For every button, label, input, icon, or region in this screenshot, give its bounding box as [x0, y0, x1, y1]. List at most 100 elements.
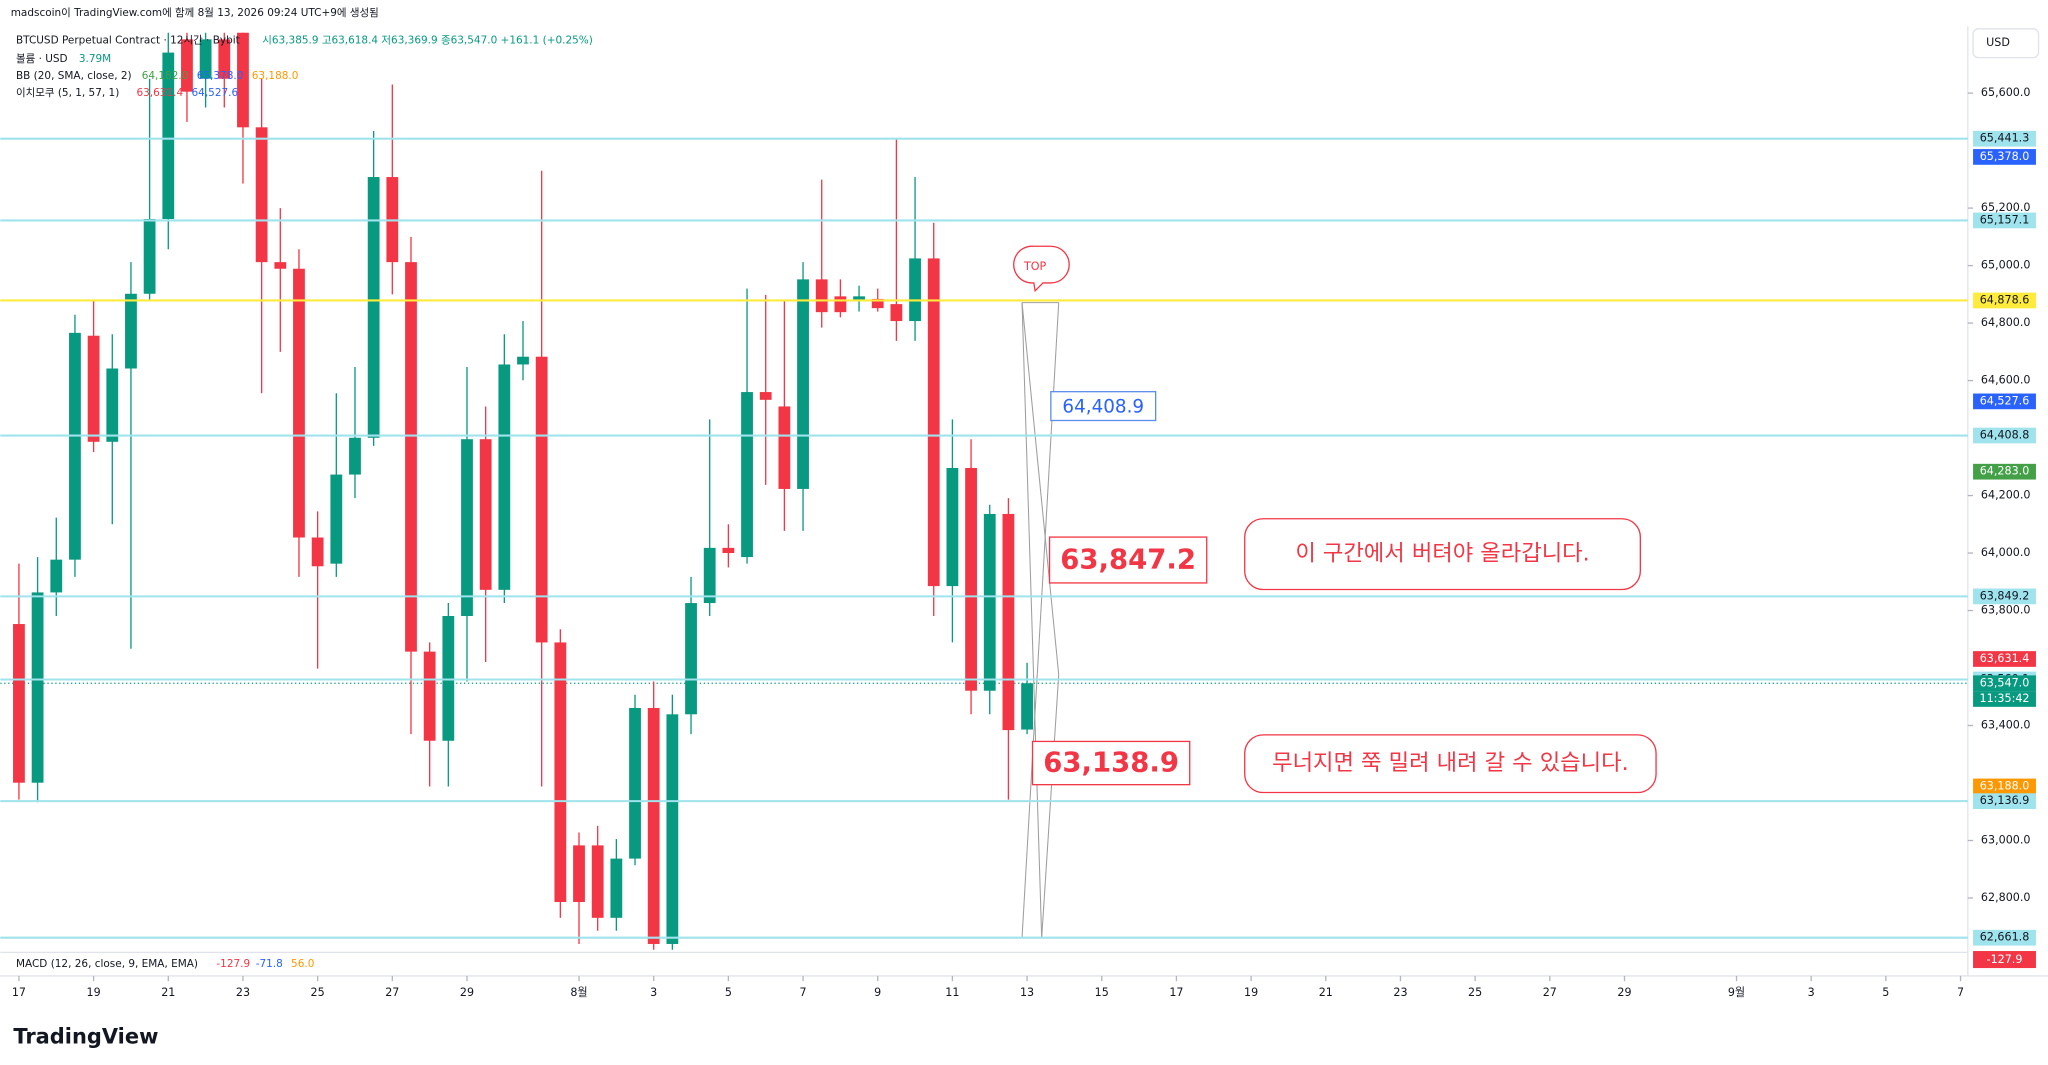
- lower-box: [1031, 740, 1191, 786]
- candle-body: [703, 547, 716, 604]
- candle-body: [498, 364, 511, 590]
- x-tick-label: 3: [1808, 986, 1815, 999]
- candle-body: [946, 467, 959, 587]
- x-tick-label: 11: [945, 986, 959, 999]
- candle-body: [31, 592, 44, 783]
- currency: USD: [1986, 36, 2010, 49]
- level-label-bg: [1973, 778, 2036, 795]
- candle-body: [535, 356, 548, 643]
- x-tick-label: 5: [725, 986, 732, 999]
- candle-body: [759, 392, 772, 400]
- candle-body: [741, 392, 753, 558]
- candle-body: [218, 39, 231, 79]
- level-label-bg: [1973, 212, 2036, 229]
- candle-body: [405, 262, 417, 652]
- bb-value: 63,188.0: [252, 70, 299, 82]
- countdown-bg: [1973, 691, 2036, 707]
- candle-body: [125, 293, 137, 369]
- x-tick-label: 5: [1882, 986, 1889, 999]
- y-tick-label: 64,600.0: [1981, 374, 2031, 387]
- candle-body: [199, 39, 212, 79]
- lower-box-text: 63,138.9: [1043, 747, 1179, 779]
- volume-value: 3.79M: [79, 53, 111, 65]
- y-tick-label: 63,800.0: [1981, 604, 2031, 617]
- candle-body: [87, 335, 100, 442]
- x-tick-label: 23: [1393, 986, 1407, 999]
- y-tick-label: 65,000.0: [1981, 259, 2031, 272]
- level-label: 63,136.9: [1980, 794, 2030, 807]
- candle-body: [517, 356, 529, 365]
- candle-body: [965, 467, 977, 691]
- blue-box: [1050, 391, 1157, 422]
- candle-body: [629, 707, 641, 859]
- y-tick-label: 64,800.0: [1981, 316, 2031, 329]
- top-text: TOP: [1023, 260, 1047, 273]
- x-tick-label: 21: [1319, 986, 1333, 999]
- upper-box: [1048, 536, 1208, 584]
- currency-button[interactable]: [1972, 28, 2040, 59]
- candle-body: [50, 559, 63, 593]
- ichimoku-value: 63,631.4: [137, 87, 184, 99]
- x-tick-label: 27: [1543, 986, 1557, 999]
- bb-value: 65,378.0: [197, 70, 244, 82]
- candle-body: [591, 845, 604, 918]
- level-label-bg: [1973, 292, 2036, 309]
- level-label-bg: [1973, 130, 2036, 147]
- volume-label: 볼륨 · USD: [16, 53, 68, 65]
- bb-label: BB (20, SMA, close, 2): [16, 70, 132, 82]
- candle-body: [274, 262, 287, 269]
- y-tick-label: 65,200.0: [1981, 201, 2031, 214]
- level-label: 65,378.0: [1980, 150, 2030, 163]
- candle-body: [890, 304, 903, 322]
- x-tick-label: 13: [1020, 986, 1034, 999]
- x-tick-label: 23: [236, 986, 250, 999]
- candle-body: [181, 39, 193, 92]
- upper-note-text: 이 구간에서 버텨야 올라갑니다.: [1295, 541, 1589, 567]
- countdown: 11:35:42: [1980, 692, 2030, 705]
- level-label: 64,527.6: [1980, 394, 2030, 407]
- macd-axis-label-bg: [1973, 951, 2036, 969]
- candle-body: [461, 439, 473, 616]
- x-tick-label: 29: [1617, 986, 1631, 999]
- x-tick-label: 21: [161, 986, 175, 999]
- lower-note: [1244, 734, 1657, 794]
- candle-body: [1021, 683, 1033, 730]
- y-tick-label: 64,200.0: [1981, 489, 2031, 502]
- macd-axis-label: -127.9: [1987, 953, 2023, 966]
- candle-body: [237, 32, 249, 128]
- macd-value: -127.9: [216, 958, 250, 970]
- x-tick-label: 19: [87, 986, 101, 999]
- x-tick-label: 19: [1244, 986, 1258, 999]
- plot-area: [0, 32, 1968, 950]
- level-label: 64,283.0: [1980, 465, 2030, 478]
- candle-body: [853, 296, 865, 302]
- level-label-bg: [1973, 588, 2036, 605]
- level-label-bg: [1973, 651, 2036, 667]
- x-tick-label: 29: [460, 986, 474, 999]
- candle-body: [685, 603, 697, 715]
- blue-box-text: 64,408.9: [1062, 396, 1144, 417]
- level-label: 64,408.8: [1980, 429, 2030, 442]
- candle-body: [311, 537, 324, 567]
- candle-body: [554, 642, 567, 903]
- y-tick-label: 63,000.0: [1981, 833, 2031, 846]
- x-tick-label: 17: [1169, 986, 1183, 999]
- candle-body: [927, 258, 940, 587]
- projection-lines: [1021, 302, 1060, 938]
- macd-value: -71.8: [256, 958, 283, 970]
- candle-body: [442, 615, 455, 741]
- candle-body: [162, 52, 175, 220]
- level-label: 62,661.8: [1980, 931, 2030, 944]
- ichimoku-label: 이치모쿠 (5, 1, 57, 1): [16, 87, 119, 99]
- x-tick-label: 25: [1468, 986, 1482, 999]
- candle-body: [909, 258, 921, 322]
- upper-box-text: 63,847.2: [1060, 544, 1196, 576]
- credit: madscoin이 TradingView.com에 함께 8월 13, 202…: [11, 7, 379, 19]
- x-tick-label: 17: [12, 986, 26, 999]
- level-label-bg: [1973, 929, 2036, 946]
- x-tick-label: 25: [311, 986, 325, 999]
- y-tick-label: 64,000.0: [1981, 546, 2031, 559]
- candle-body: [815, 279, 828, 313]
- level-label: 63,849.2: [1980, 589, 2030, 602]
